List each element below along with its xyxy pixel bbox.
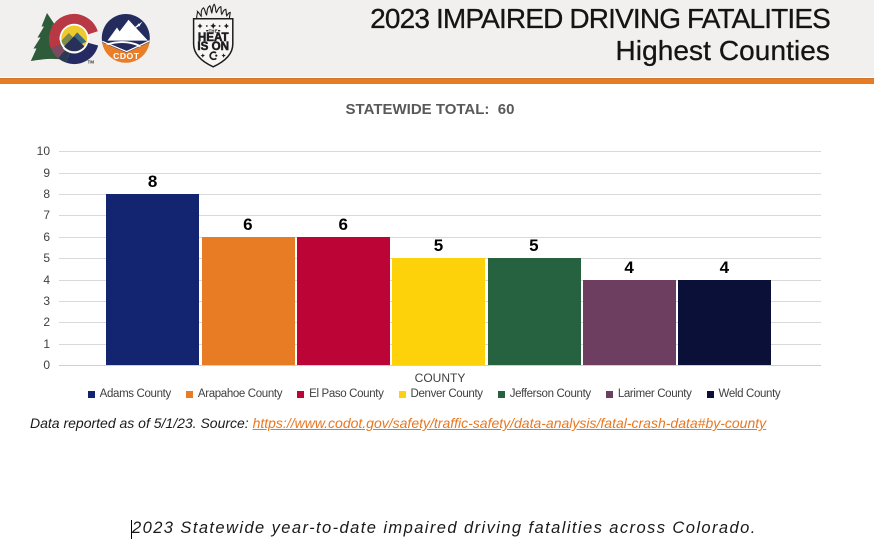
svg-text:THE: THE [209,28,218,33]
svg-text:HEAT: HEAT [198,31,229,44]
svg-text:CDOT: CDOT [113,51,140,61]
svg-text:TM: TM [88,60,95,65]
svg-text:IS ON: IS ON [197,40,229,53]
